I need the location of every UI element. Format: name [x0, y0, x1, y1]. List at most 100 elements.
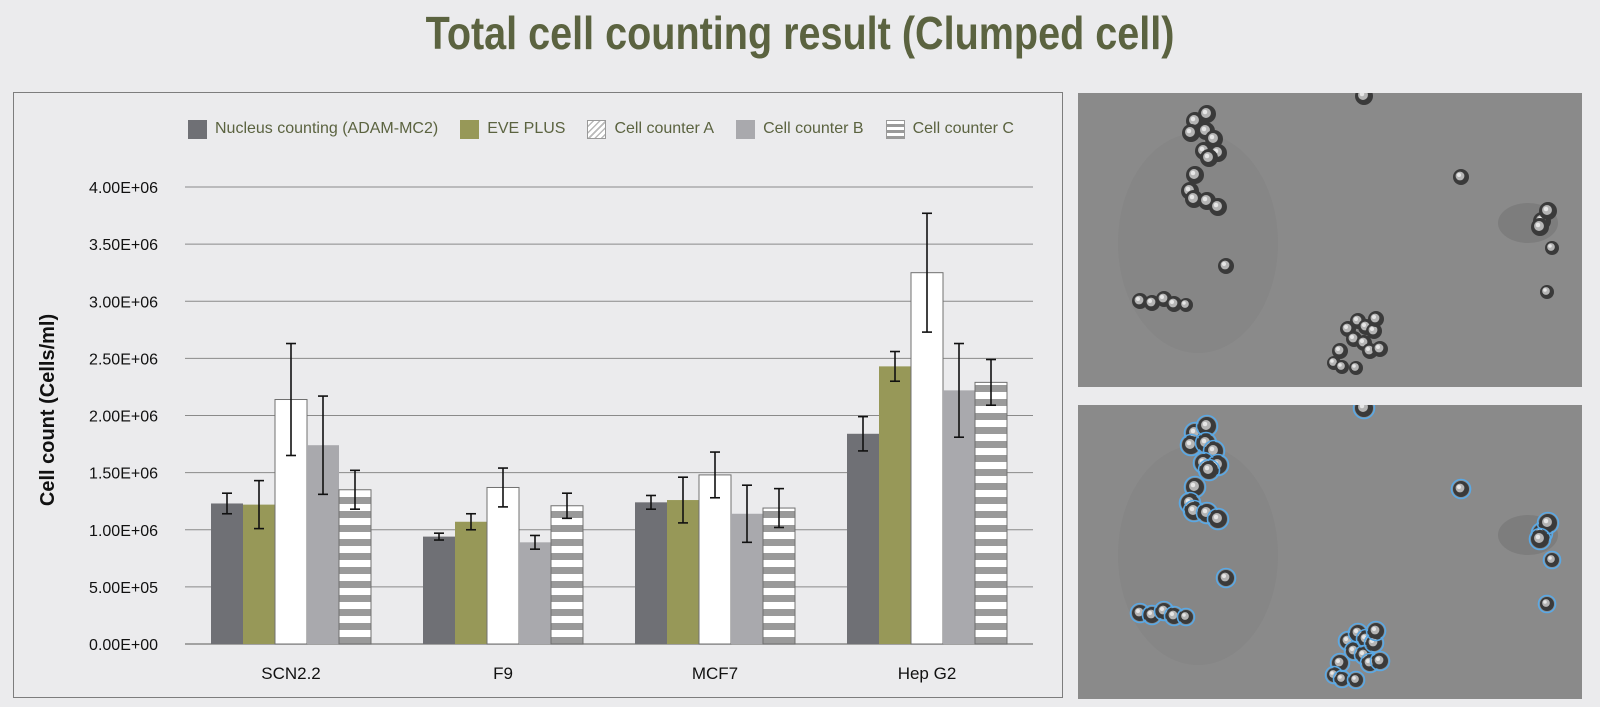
x-tick-label: F9 [493, 664, 513, 683]
legend-item-counterC: Cell counter C [885, 119, 1014, 139]
error-bar [678, 476, 688, 524]
bar-nucleus-scn2-2 [211, 503, 243, 644]
cell [1186, 166, 1204, 184]
cell [1536, 511, 1560, 535]
cell [1198, 105, 1216, 123]
tick-labels: 0.00E+00 5.00E+05 1.00E+06 1.50E+06 2.00E+06… [89, 180, 956, 683]
x-tick-label: SCN2.2 [261, 664, 321, 683]
cell [1332, 669, 1352, 689]
cell [1202, 439, 1226, 463]
error-bar [498, 467, 508, 508]
cell [1179, 298, 1193, 312]
bar-eve-hep-g2 [879, 366, 911, 644]
bar-counterB-f9 [519, 542, 551, 644]
error-bar [646, 494, 656, 510]
cell [1218, 258, 1234, 274]
cell [1540, 285, 1554, 299]
bar-counterC-hep-g2 [974, 381, 1008, 645]
y-tick-label: 0.00E+00 [89, 637, 158, 654]
legend-swatch [587, 119, 607, 139]
error-bar [858, 415, 868, 452]
bar-counterA-hep-g2 [910, 272, 944, 645]
error-bar [530, 534, 540, 550]
cell [1346, 670, 1366, 690]
error-bar [318, 395, 328, 496]
cell [1372, 341, 1388, 357]
cell [1545, 241, 1559, 255]
y-axis-label: Cell count (Cells/ml) [37, 314, 59, 506]
cell [1195, 414, 1219, 438]
raw-micrograph [1078, 93, 1582, 387]
x-tick-label: Hep G2 [898, 664, 957, 683]
error-bar [742, 484, 752, 544]
legend-label: Cell counter B [763, 120, 864, 137]
bar-counterA-mcf7 [698, 474, 732, 645]
y-tick-label: 1.50E+06 [89, 466, 158, 483]
legend-label: Cell counter A [614, 120, 715, 137]
y-tick-label: 2.00E+06 [89, 409, 158, 426]
cell [1539, 202, 1557, 220]
legend-item-nucleus: Nucleus counting (ADAM-MC2) [188, 119, 439, 139]
cell [1531, 218, 1549, 236]
legend-swatch [460, 119, 480, 139]
bar-nucleus-f9 [423, 536, 455, 644]
cell [1206, 507, 1230, 531]
y-tick-label: 1.00E+06 [89, 523, 158, 540]
legend-item-counterB: Cell counter B [736, 119, 864, 139]
legend-swatch [736, 119, 756, 139]
cell [1332, 343, 1348, 359]
error-bar [222, 492, 232, 515]
error-bar [466, 512, 476, 531]
error-bars [222, 212, 996, 550]
bars [211, 272, 1008, 645]
cell [1166, 296, 1182, 312]
bar-counterC-scn2-2 [338, 489, 372, 645]
cell [1200, 149, 1218, 167]
bar-nucleus-hep-g2 [847, 433, 879, 644]
cell [1365, 620, 1387, 642]
legend-item-counterA: Cell counter A [587, 119, 715, 139]
error-bar [350, 469, 360, 510]
y-tick-label: 2.50E+06 [89, 351, 158, 368]
error-bar [286, 342, 296, 457]
y-tick-label: 5.00E+05 [89, 580, 158, 597]
cell [1542, 550, 1562, 570]
y-tick-label: 3.00E+06 [89, 294, 158, 311]
cell [1349, 361, 1363, 375]
error-bar [710, 451, 720, 499]
legend-label: Cell counter C [912, 120, 1014, 137]
cell [1453, 169, 1469, 185]
bar-nucleus-mcf7 [635, 502, 667, 644]
cell [1176, 607, 1196, 627]
cell [1182, 124, 1200, 142]
y-tick-label: 3.50E+06 [89, 237, 158, 254]
error-bar [434, 532, 444, 541]
legend-swatch [885, 119, 905, 139]
page-title: Total cell counting result (Clumped cell… [425, 7, 1175, 59]
legend: Nucleus counting (ADAM-MC2) EVE PLUS Cell … [188, 118, 1036, 140]
legend-label: EVE PLUS [487, 120, 566, 137]
bar-eve-f9 [455, 521, 487, 644]
error-bar [774, 487, 784, 529]
cell [1528, 527, 1552, 551]
cell [1450, 478, 1472, 500]
bar-eve-mcf7 [667, 500, 699, 644]
error-bar [562, 492, 572, 520]
error-bar [986, 358, 996, 407]
error-bar [922, 212, 932, 333]
cell [1368, 311, 1384, 327]
bar-counterC-f9 [550, 505, 584, 645]
cell [1132, 293, 1148, 309]
cell [1205, 130, 1223, 148]
cell [1366, 323, 1382, 339]
error-bar [254, 479, 264, 530]
legend-label: Nucleus counting (ADAM-MC2) [215, 120, 439, 137]
x-tick-label: MCF7 [692, 664, 738, 683]
error-bar [890, 350, 900, 383]
cell [1215, 567, 1237, 589]
cell [1369, 650, 1391, 672]
annotated-micrograph [1078, 405, 1582, 699]
cell [1352, 405, 1376, 420]
error-bar [954, 342, 964, 439]
